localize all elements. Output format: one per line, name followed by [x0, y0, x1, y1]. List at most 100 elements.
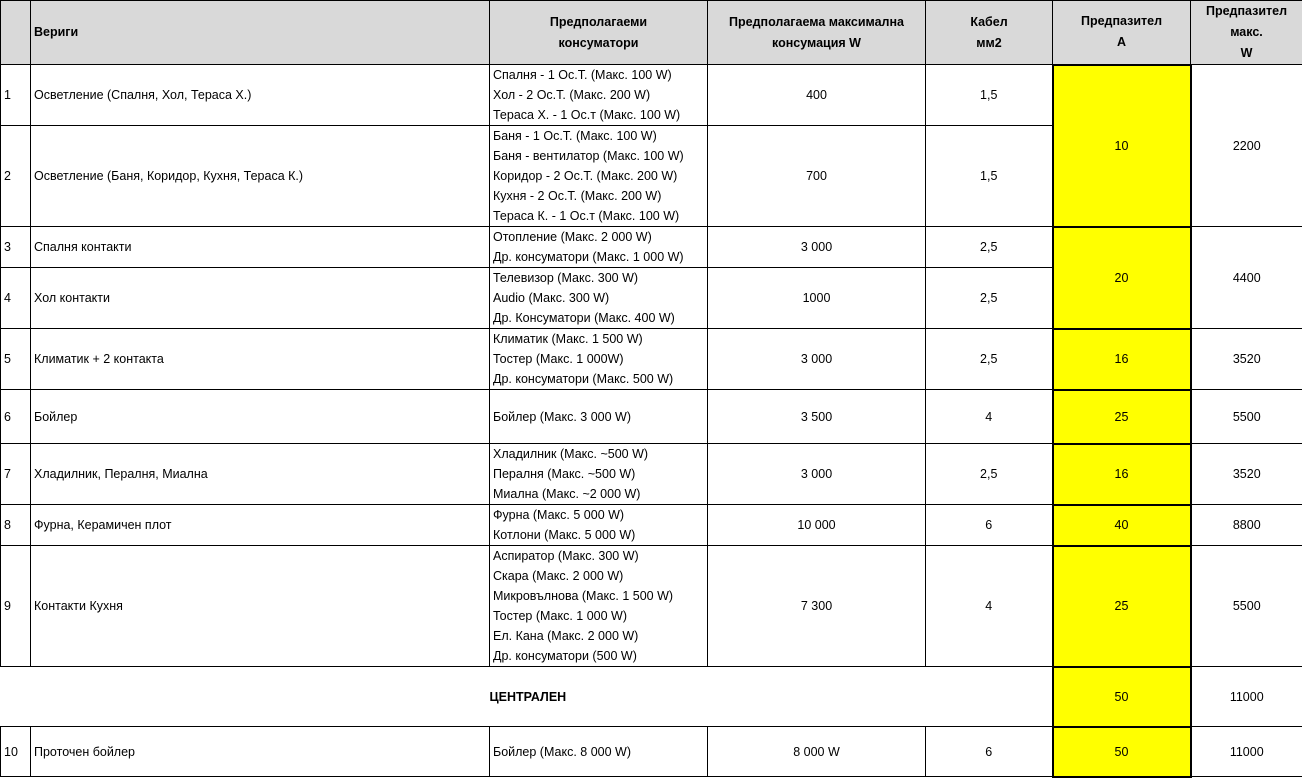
- max-consumption: 3 500: [708, 390, 926, 444]
- text-line: Предполагаема максимална: [711, 12, 922, 33]
- circuit-number: 6: [1, 390, 31, 444]
- circuit-name: Фурна, Керамичен плот: [31, 505, 490, 546]
- column-header: Вериги: [31, 1, 490, 65]
- text-line: Ел. Кана (Макс. 2 000 W): [493, 626, 704, 646]
- fuse-max-watts: 5500: [1191, 390, 1302, 444]
- text-line: Предпазител: [1056, 11, 1187, 32]
- cable-size: 6: [926, 505, 1053, 546]
- text-line: Audio (Макс. 300 W): [493, 288, 704, 308]
- text-line: W: [1194, 43, 1299, 64]
- fuse-amps: 40: [1053, 505, 1191, 546]
- consumers: Отопление (Макс. 2 000 W)Др. консуматори…: [490, 227, 708, 268]
- circuit-name: Бойлер: [31, 390, 490, 444]
- circuit-name: Спалня контакти: [31, 227, 490, 268]
- circuit-number: 10: [1, 727, 31, 777]
- max-consumption: 8 000 W: [708, 727, 926, 777]
- text-line: Микровълнова (Макс. 1 500 W): [493, 586, 704, 606]
- circuit-name: Контакти Кухня: [31, 546, 490, 667]
- text-line: Хладилник (Макс. ~500 W): [493, 444, 704, 464]
- text-line: А: [1056, 32, 1187, 53]
- circuit-name: Климатик + 2 контакта: [31, 329, 490, 390]
- fuse-max-watts: 11000: [1191, 667, 1302, 727]
- text-line: Баня - вентилатор (Макс. 100 W): [493, 146, 704, 166]
- cable-size: 2,5: [926, 268, 1053, 329]
- consumers: Спалня - 1 Ос.Т. (Макс. 100 W)Хол - 2 Ос…: [490, 65, 708, 126]
- text-line: Коридор - 2 Ос.Т. (Макс. 200 W): [493, 166, 704, 186]
- text-line: Миална (Макс. ~2 000 W): [493, 484, 704, 504]
- circuit-number: 5: [1, 329, 31, 390]
- cable-size: 4: [926, 546, 1053, 667]
- fuse-max-watts: 8800: [1191, 505, 1302, 546]
- text-line: Др. консуматори (500 W): [493, 646, 704, 666]
- text-line: Фурна (Макс. 5 000 W): [493, 505, 704, 525]
- text-line: Тераса К. - 1 Ос.т (Макс. 100 W): [493, 206, 704, 226]
- cable-size: 1,5: [926, 65, 1053, 126]
- consumers: Телевизор (Макс. 300 W)Audio (Макс. 300 …: [490, 268, 708, 329]
- text-line: Др. Консуматори (Макс. 400 W): [493, 308, 704, 328]
- max-consumption: 700: [708, 126, 926, 227]
- text-line: Тостер (Макс. 1 000W): [493, 349, 704, 369]
- text-line: Др. консуматори (Макс. 500 W): [493, 369, 704, 389]
- circuit-name: Проточен бойлер: [31, 727, 490, 777]
- central-label: ЦЕНТРАЛЕН: [1, 667, 1053, 727]
- text-line: Предпазител: [1194, 1, 1299, 22]
- consumers: Бойлер (Макс. 8 000 W): [490, 727, 708, 777]
- fuse-amps: 50: [1053, 667, 1191, 727]
- text-line: Пералня (Макс. ~500 W): [493, 464, 704, 484]
- text-line: Тераса Х. - 1 Ос.т (Макс. 100 W): [493, 105, 704, 125]
- circuit-number: 2: [1, 126, 31, 227]
- fuse-max-watts: 2200: [1191, 65, 1302, 227]
- max-consumption: 1000: [708, 268, 926, 329]
- text-line: Хол - 2 Ос.Т. (Макс. 200 W): [493, 85, 704, 105]
- cable-size: 2,5: [926, 329, 1053, 390]
- cable-size: 4: [926, 390, 1053, 444]
- text-line: Баня - 1 Ос.Т. (Макс. 100 W): [493, 126, 704, 146]
- consumers: Аспиратор (Макс. 300 W)Скара (Макс. 2 00…: [490, 546, 708, 667]
- text-line: Бойлер (Макс. 8 000 W): [493, 742, 704, 762]
- circuit-number: 9: [1, 546, 31, 667]
- circuit-number: 3: [1, 227, 31, 268]
- text-line: Аспиратор (Макс. 300 W): [493, 546, 704, 566]
- fuse-max-watts: 11000: [1191, 727, 1302, 777]
- consumers: Бойлер (Макс. 3 000 W): [490, 390, 708, 444]
- consumers: Фурна (Макс. 5 000 W)Котлони (Макс. 5 00…: [490, 505, 708, 546]
- circuit-number: 1: [1, 65, 31, 126]
- text-line: мм2: [929, 33, 1049, 54]
- text-line: консумация W: [711, 33, 922, 54]
- text-line: консуматори: [493, 33, 704, 54]
- circuit-name: Хладилник, Пералня, Миална: [31, 444, 490, 505]
- fuse-amps: 16: [1053, 444, 1191, 505]
- fuse-amps: 20: [1053, 227, 1191, 329]
- max-consumption: 7 300: [708, 546, 926, 667]
- text-line: Др. консуматори (Макс. 1 000 W): [493, 247, 704, 267]
- text-line: Вериги: [34, 22, 486, 43]
- circuit-name: Осветление (Спалня, Хол, Тераса Х.): [31, 65, 490, 126]
- text-line: Отопление (Макс. 2 000 W): [493, 227, 704, 247]
- circuit-name: Хол контакти: [31, 268, 490, 329]
- text-line: Бойлер (Макс. 3 000 W): [493, 407, 704, 427]
- fuse-max-watts: 4400: [1191, 227, 1302, 329]
- consumers: Баня - 1 Ос.Т. (Макс. 100 W)Баня - венти…: [490, 126, 708, 227]
- circuit-number: 7: [1, 444, 31, 505]
- fuse-amps: 16: [1053, 329, 1191, 390]
- circuit-number: 8: [1, 505, 31, 546]
- fuse-max-watts: 3520: [1191, 444, 1302, 505]
- fuse-amps: 10: [1053, 65, 1191, 227]
- cable-size: 2,5: [926, 444, 1053, 505]
- fuse-amps: 25: [1053, 546, 1191, 667]
- max-consumption: 3 000: [708, 329, 926, 390]
